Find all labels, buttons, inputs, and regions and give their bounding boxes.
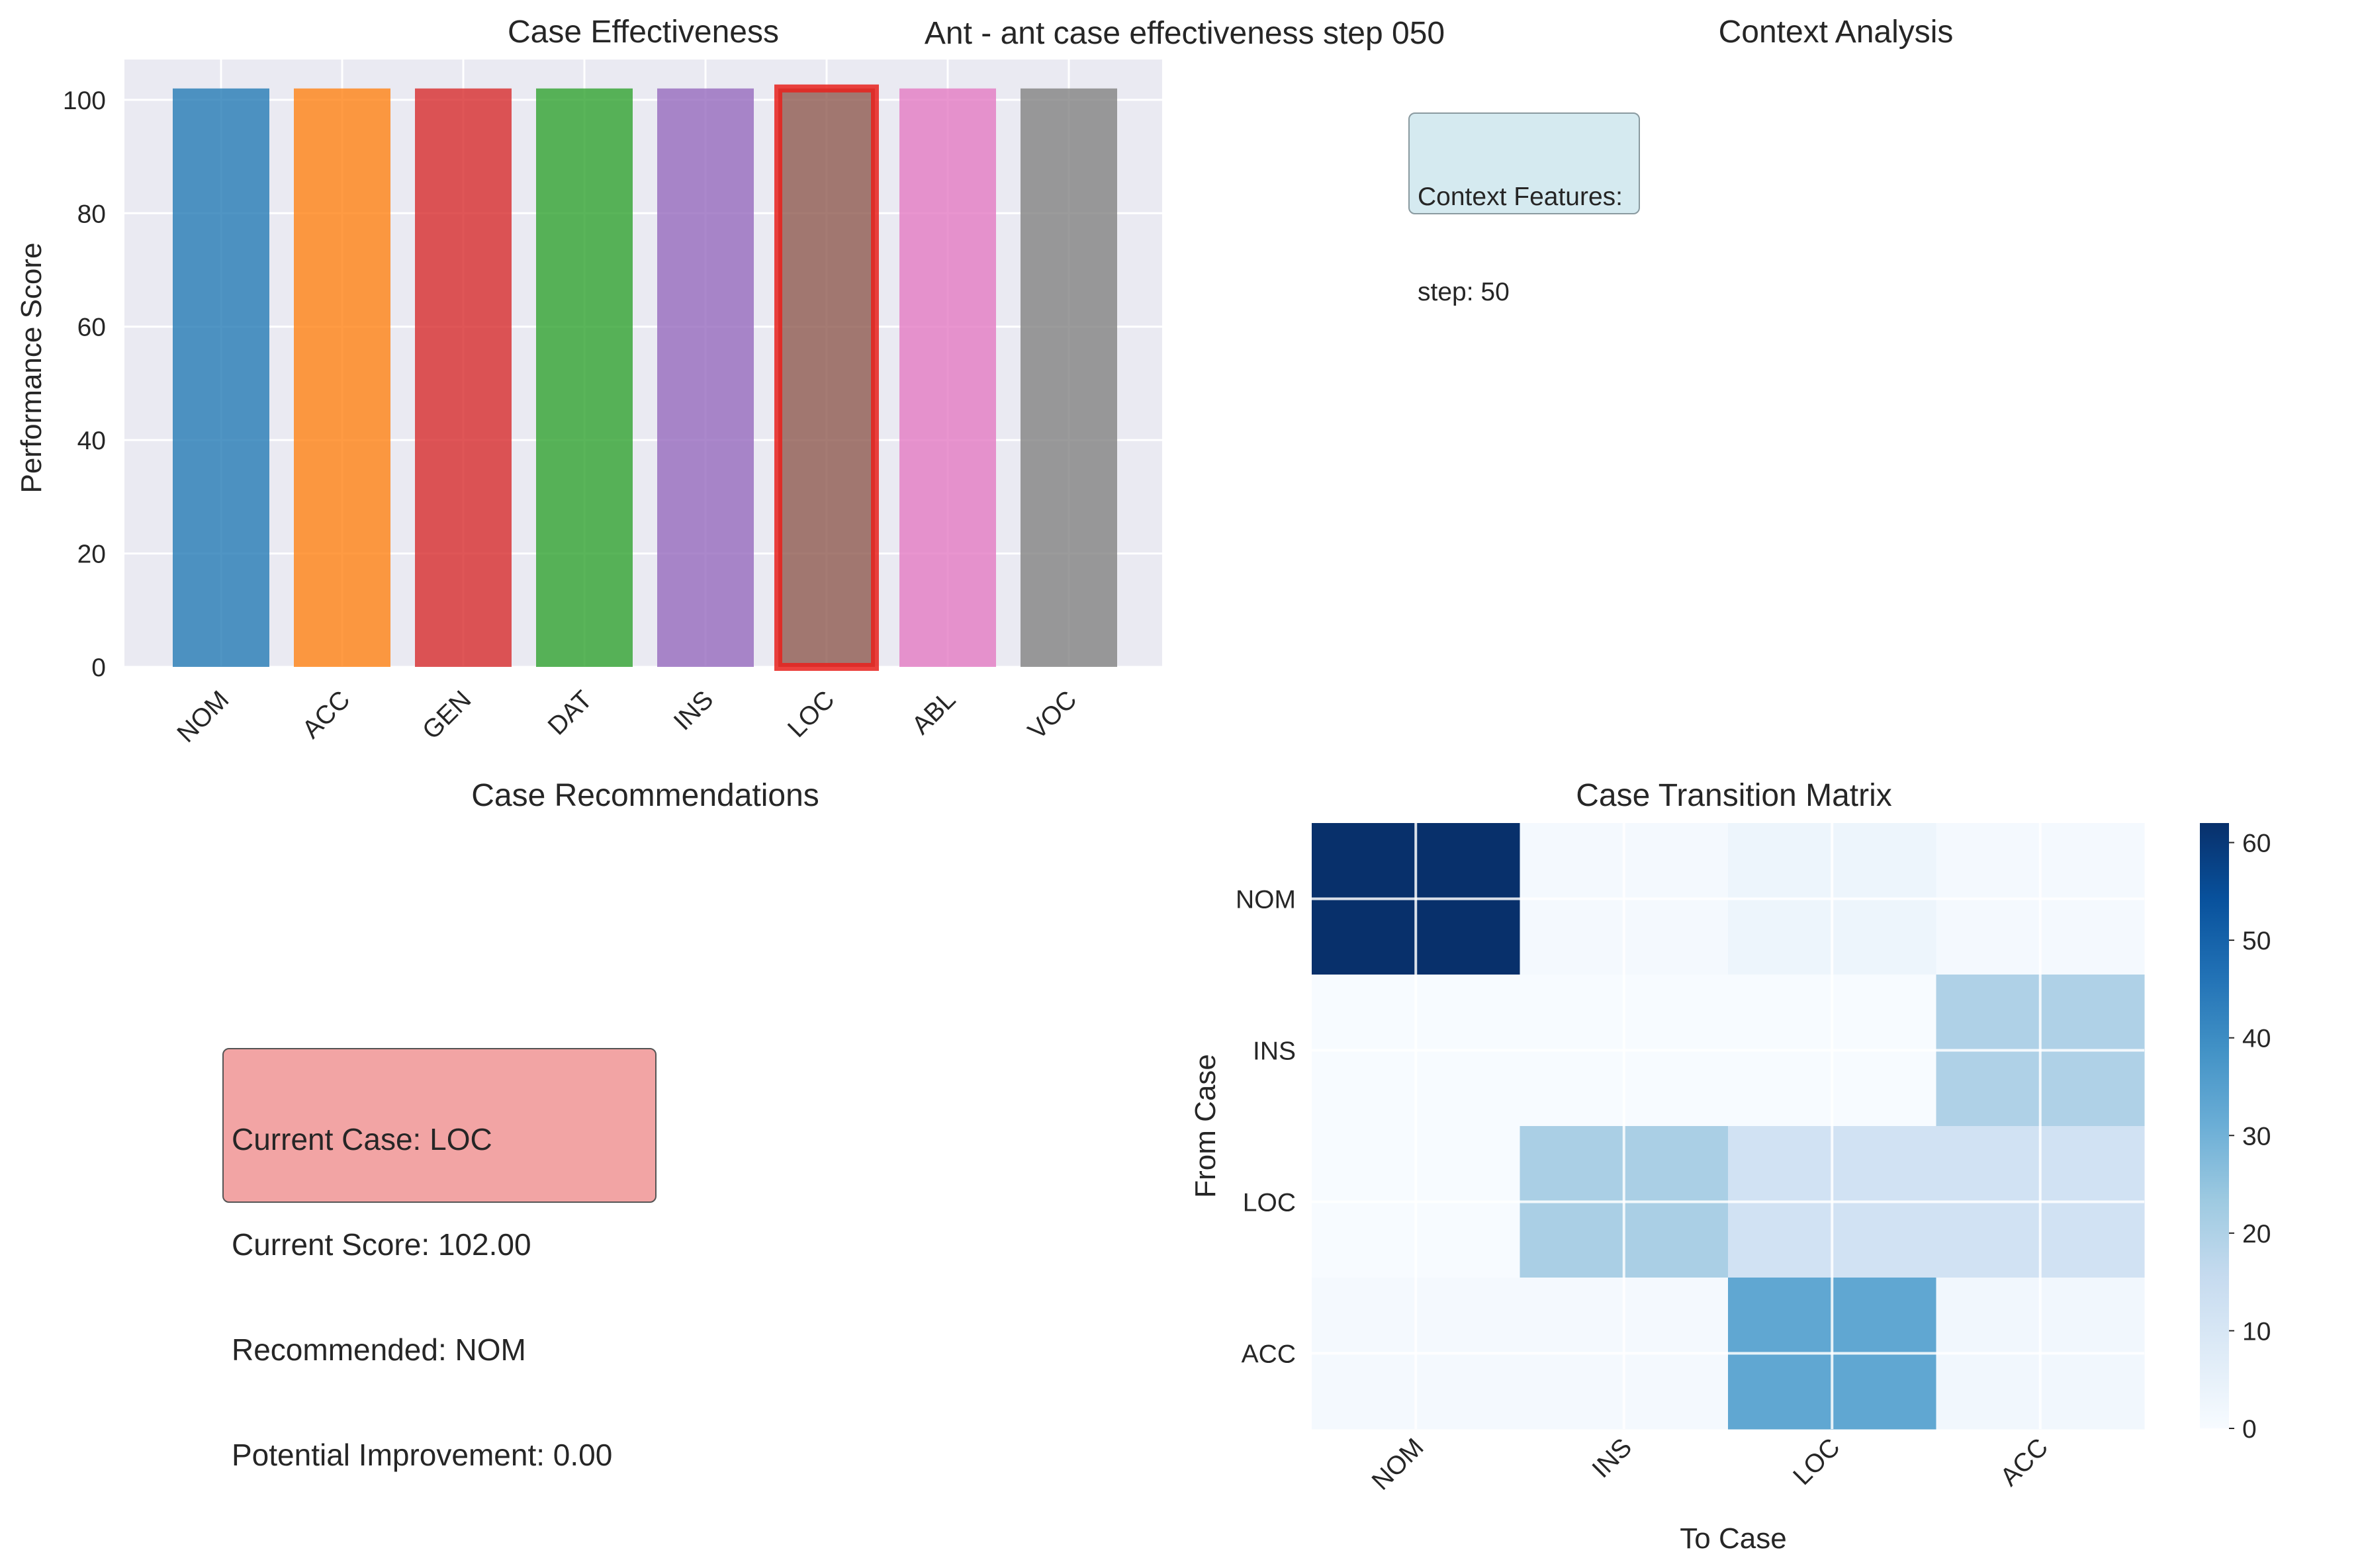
y-tick-label: 100 xyxy=(63,87,106,115)
heat-y-tick-nom: NOM xyxy=(1236,886,1296,914)
reco-potential-improvement: Potential Improvement: 0.00 xyxy=(232,1438,613,1472)
recommendation-box: Current Case: LOC Current Score: 102.00 … xyxy=(222,1048,657,1472)
context-title: Context Analysis xyxy=(1719,15,1954,50)
reco-recommended: Recommended: NOM xyxy=(232,1332,526,1367)
transition-cells xyxy=(1312,823,2145,1430)
y-tick-label: 0 xyxy=(91,654,106,682)
effectiveness-title: Case Effectiveness xyxy=(508,15,779,50)
heat-y-tick-acc: ACC xyxy=(1242,1340,1296,1369)
heat-y-tick-ins: INS xyxy=(1253,1037,1296,1066)
transition-ylabel: From Case xyxy=(1189,1054,1222,1198)
transition-title: Case Transition Matrix xyxy=(1576,778,1892,813)
transition-panel: Case Transition Matrix NOM INS LOC ACC NOM I… xyxy=(1189,778,2271,1555)
colorbar-tick-label: 60 xyxy=(2242,830,2271,858)
recommendations-title: Case Recommendations xyxy=(471,778,819,813)
transition-x-ticks: NOM INS LOC ACC xyxy=(1367,1433,2054,1496)
transition-cell-lines xyxy=(1312,823,2144,1429)
y-tick-label: 40 xyxy=(77,427,106,455)
transition-xlabel: To Case xyxy=(1680,1522,1786,1555)
context-line-heading: Context Features: xyxy=(1418,183,1623,211)
reco-current-score: Current Score: 102.00 xyxy=(232,1227,531,1262)
colorbar-tick-label: 30 xyxy=(2242,1122,2271,1151)
bar-dat xyxy=(536,88,633,667)
y-tick-label: 80 xyxy=(77,200,106,228)
colorbar-tick-label: 40 xyxy=(2242,1025,2271,1053)
y-tick-label: 20 xyxy=(77,541,106,569)
bar-abl xyxy=(899,88,996,667)
colorbar-tick-label: 50 xyxy=(2242,927,2271,955)
effectiveness-bars xyxy=(173,84,1117,671)
colorbar-tick-label: 0 xyxy=(2242,1415,2257,1444)
bar-voc xyxy=(1021,88,1117,667)
context-features-box: Context Features: step: 50 xyxy=(1408,112,1640,306)
heat-y-tick-loc: LOC xyxy=(1243,1189,1296,1217)
context-panel: Context Analysis xyxy=(1719,15,1954,50)
effectiveness-plot-background xyxy=(124,60,1162,667)
bar-loc xyxy=(774,84,879,671)
x-tick-label-abl: ABL xyxy=(907,685,962,740)
reco-current-case: Current Case: LOC xyxy=(232,1122,492,1156)
x-tick-label-voc: VOC xyxy=(1023,685,1082,745)
heat-x-tick-acc: ACC xyxy=(1995,1433,2054,1492)
recommendations-panel: Case Recommendations xyxy=(471,778,819,813)
bar-gen xyxy=(415,88,512,667)
x-tick-label-gen: GEN xyxy=(417,685,477,745)
x-tick-label-acc: ACC xyxy=(297,685,356,744)
figure-suptitle: Ant - ant case effectiveness step 050 xyxy=(925,16,1445,51)
effectiveness-y-ticks: 0 20 40 60 80 100 xyxy=(63,87,106,682)
transition-y-ticks: NOM INS LOC ACC xyxy=(1236,886,1296,1369)
bar-ins xyxy=(657,88,754,667)
y-tick-label: 60 xyxy=(77,314,106,342)
x-tick-label-ins: INS xyxy=(668,685,719,736)
effectiveness-x-ticks: NOM ACC GEN DAT INS LOC ABL VOC xyxy=(172,685,1083,748)
x-tick-label-dat: DAT xyxy=(543,685,598,741)
bar-acc xyxy=(294,88,390,667)
effectiveness-panel: Case Effectiveness 0 20 40 60 80 100 NOM ACC GE… xyxy=(15,15,1162,748)
heat-x-tick-nom: NOM xyxy=(1367,1433,1430,1496)
x-tick-label-nom: NOM xyxy=(172,685,235,748)
colorbar-tick-label: 10 xyxy=(2242,1317,2271,1346)
context-line-step: step: 50 xyxy=(1418,278,1510,306)
heat-x-tick-ins: INS xyxy=(1587,1433,1637,1483)
bar-nom xyxy=(173,88,269,667)
colorbar xyxy=(2200,823,2229,1428)
x-tick-label-loc: LOC xyxy=(782,685,840,743)
heat-x-tick-loc: LOC xyxy=(1788,1433,1845,1491)
colorbar-tick-label: 20 xyxy=(2242,1220,2271,1248)
colorbar-ticks: 0 10 20 30 40 50 60 xyxy=(2229,830,2271,1444)
effectiveness-ylabel: Performance Score xyxy=(15,242,48,493)
